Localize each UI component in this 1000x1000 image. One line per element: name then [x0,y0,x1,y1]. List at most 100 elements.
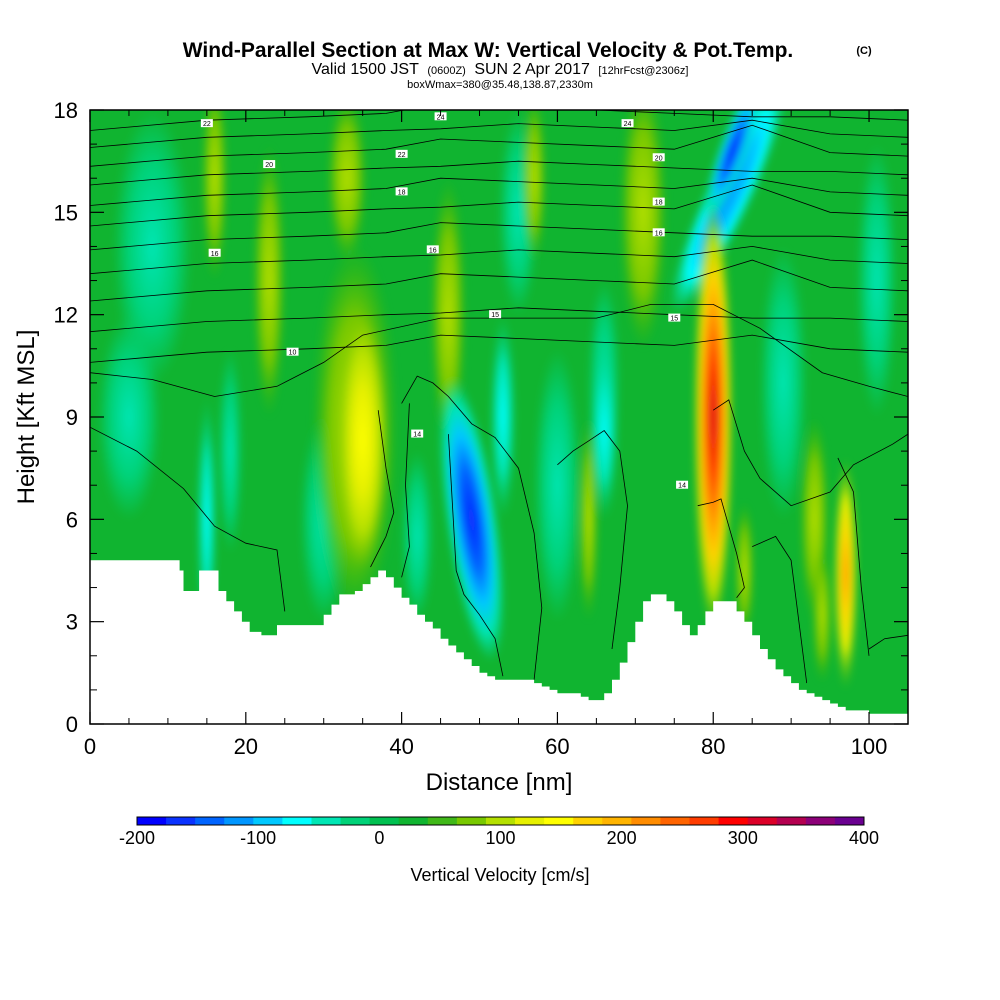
velocity-blob-1 [97,314,161,520]
colorbar-swatch [340,817,371,825]
theta-contour-upper-6 [90,222,908,251]
svg-text:20: 20 [655,155,663,162]
contour-labels: 24 24 22 22 20 20 18 18 16 16 16 15 15 10 14 14 [200,112,689,490]
velocity-blob-16 [735,502,754,639]
theta-contour-upper-5 [90,184,908,227]
x-tick-label: 20 [234,734,258,759]
theta-contour-lower-0 [90,304,908,397]
svg-text:22: 22 [203,121,211,128]
contour-label-8: 16 [208,248,221,258]
colorbar-swatch [369,817,400,825]
y-tick-label: 6 [66,507,78,532]
colorbar-swatch [602,817,632,825]
contour-label-0: 24 [434,112,447,121]
y-axis-label: Height [Kft MSL] [13,330,40,505]
colorbar-swatch [776,817,807,825]
colorbar-swatch [224,817,254,825]
contour-label-1: 24 [621,119,634,128]
colorbar-swatch [660,817,691,825]
theta-contour-upper-8 [90,259,908,302]
chart-title-suffix: (C) [856,45,872,57]
x-axis-label: Distance [nm] [426,769,573,796]
contour-label-2: 22 [200,119,213,128]
chart-subtitle-2: boxWmax=380@35.48,138.87,2330m [407,79,593,91]
colorbar-swatch [834,817,865,825]
svg-text:15: 15 [670,316,678,323]
svg-text:18: 18 [655,200,663,207]
x-tick-label: 80 [701,734,725,759]
velocity-blob-13 [619,110,667,349]
velocity-blob-29 [812,546,832,684]
theta-contour-lower-2 [401,375,543,680]
velocity-blob-19 [218,348,242,554]
theta-contour-upper-4 [90,177,908,206]
x-tick-label: 40 [389,734,413,759]
theta-contour-upper-7 [90,245,908,275]
x-tick-label: 0 [84,734,96,759]
theta-contour-lower-8 [837,457,870,656]
y-tick-label: 9 [66,405,78,430]
chart-subtitle: Valid 1500 JST (0600Z) SUN 2 Apr 2017 [1… [312,61,689,78]
plot-area: 24 24 22 22 20 20 18 18 16 16 16 15 15 10 14 14 [90,110,908,724]
colorbar-swatch [485,817,516,825]
colorbar-swatch [544,817,574,825]
colorbar-swatch [282,817,312,825]
theta-contour-upper-9 [90,307,908,333]
contour-label-15: 14 [676,480,689,490]
contour-label-11: 15 [489,310,502,319]
colorbar-swatch [253,817,283,825]
y-tick-label: 18 [54,98,78,123]
colorbar-swatch [311,817,342,825]
colorbar-tick-label: 200 [607,828,637,848]
theta-contour-lower-10 [370,410,395,568]
theta-contour-upper-0 [90,110,908,131]
y-tick-label: 0 [66,712,78,737]
svg-text:16: 16 [429,247,437,254]
svg-text:10: 10 [289,350,297,357]
colorbar-swatch [515,817,545,825]
colorbar-tick-label: -100 [240,828,276,848]
theta-contour-lower-11 [557,430,628,650]
colorbar-tick-label: 300 [728,828,758,848]
svg-text:22: 22 [398,152,406,159]
velocity-blob-6 [857,144,897,418]
x-tick-label: 60 [545,734,569,759]
theta-contour-lower-4 [401,403,410,578]
svg-text:14: 14 [413,432,421,439]
chart-title: Wind-Parallel Section at Max W: Vertical… [183,39,794,62]
velocity-blob-17 [522,110,546,264]
velocity-blob-26 [703,110,762,222]
contour-label-10: 16 [652,228,665,237]
svg-text:16: 16 [655,230,663,237]
theta-contour-lower-6 [697,498,745,599]
colorbar-swatch [805,817,836,825]
colorbar-swatch [689,817,720,825]
contour-label-12: 15 [668,313,681,323]
theta-contour-lower-7 [752,535,808,684]
velocity-blob-25 [670,110,788,314]
colorbar-swatch [631,817,661,825]
svg-text:16: 16 [211,251,219,258]
colorbar-tick-label: -200 [119,828,155,848]
colorbar-swatch [718,817,749,825]
velocity-blob-27 [693,202,733,632]
colorbar-tick-label: 0 [374,828,384,848]
theta-contour-upper-10 [90,334,908,363]
terrain [90,560,908,724]
velocity-blob-28 [833,457,858,690]
colorbar-swatch [427,817,458,825]
colorbar-tick-label: 100 [485,828,515,848]
contour-label-9: 16 [426,245,439,254]
colorbar-tick-label: 400 [849,828,879,848]
svg-text:18: 18 [398,189,406,196]
theta-contour-lower-9 [868,634,908,650]
colorbar-tick-labels: -200 -100 0 100 200 300 400 [119,828,879,848]
colorbar-swatch [573,817,603,825]
theta-contour-upper-2 [90,124,908,167]
velocity-blob-9 [253,144,285,418]
velocity-blob-11 [327,110,367,264]
velocity-blob-24 [439,377,505,662]
chart-title-group: Wind-Parallel Section at Max W: Vertical… [183,39,872,91]
svg-text:24: 24 [437,114,445,121]
